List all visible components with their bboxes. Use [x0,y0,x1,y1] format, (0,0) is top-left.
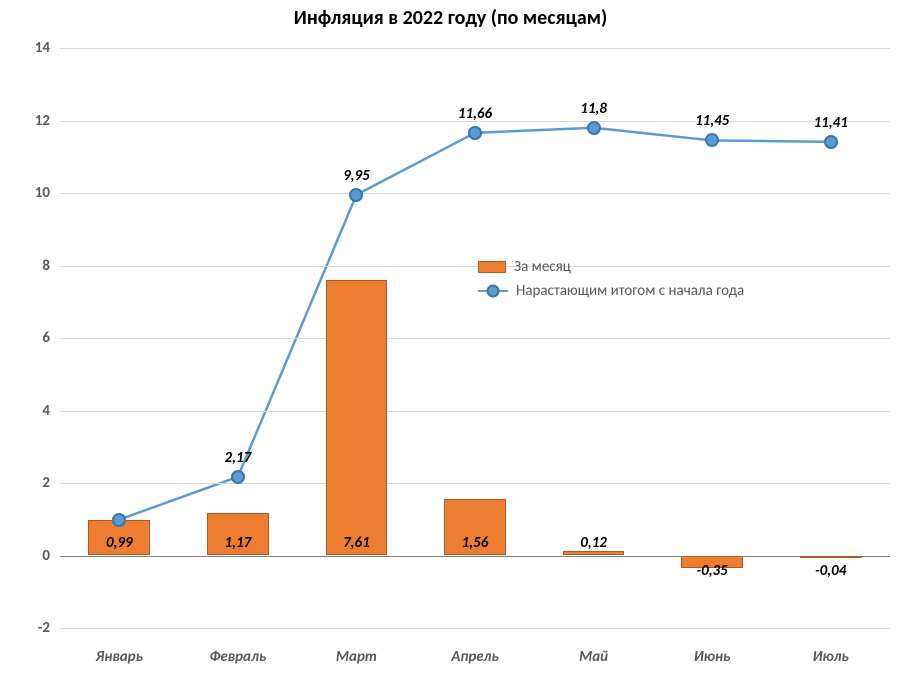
legend-label-line: Нарастающим итогом с начала года [516,282,744,300]
y-tick-label: 4 [42,402,60,420]
bar-data-label: 7,61 [343,534,370,552]
line-data-label: 9,95 [343,167,370,185]
line-data-label: 11,45 [695,112,729,130]
bar-data-label: 1,56 [462,534,489,552]
y-tick-label: 12 [35,112,60,130]
x-tick-label: Апрель [451,628,498,666]
line-data-label: 11,8 [580,100,607,118]
y-tick-label: 6 [42,329,60,347]
line-marker [587,121,601,135]
gridline [60,266,890,267]
x-tick-label: Февраль [209,628,266,666]
legend-swatch-bar [478,261,506,273]
bar [326,280,388,556]
plot-area: -202468101214ЯнварьФевральМартАпрельМайИ… [60,48,890,628]
x-tick-label: Май [579,628,608,666]
line-data-label: 11,66 [458,105,492,123]
legend-swatch-line [478,284,508,298]
line-marker [349,188,363,202]
chart-title: Инфляция в 2022 году (по месяцам) [0,6,901,30]
bar-data-label: 0,12 [580,534,607,552]
gridline [60,556,890,557]
bar-data-label: 0,99 [106,534,133,552]
legend-item-bar: За месяц [478,258,744,276]
legend-item-line: Нарастающим итогом с начала года [478,282,744,300]
bar-data-label: -0,04 [815,562,846,580]
line-marker [112,513,126,527]
line-marker [231,470,245,484]
line-marker [824,135,838,149]
y-tick-label: 10 [35,184,60,202]
bar [800,556,862,558]
bar-data-label: 1,17 [225,534,252,552]
gridline [60,48,890,49]
line-data-label: 11,41 [814,114,848,132]
legend-label-bar: За месяц [514,258,571,276]
inflation-chart: Инфляция в 2022 году (по месяцам) -20246… [0,0,901,677]
line-data-label: 2,17 [225,449,252,467]
x-tick-label: Июль [813,628,849,666]
x-tick-label: Март [336,628,377,666]
gridline [60,411,890,412]
bar-data-label: -0,35 [697,562,728,580]
y-tick-label: -2 [38,619,60,637]
y-tick-label: 2 [42,474,60,492]
y-tick-label: 0 [42,547,60,565]
gridline [60,193,890,194]
line-marker [705,133,719,147]
line-marker [468,126,482,140]
legend: За месяц Нарастающим итогом с начала год… [478,258,744,306]
y-tick-label: 14 [35,39,60,57]
gridline [60,338,890,339]
x-tick-label: Январь [96,628,143,666]
gridline [60,483,890,484]
bar [563,551,625,555]
x-tick-label: Июнь [694,628,731,666]
y-tick-label: 8 [42,257,60,275]
